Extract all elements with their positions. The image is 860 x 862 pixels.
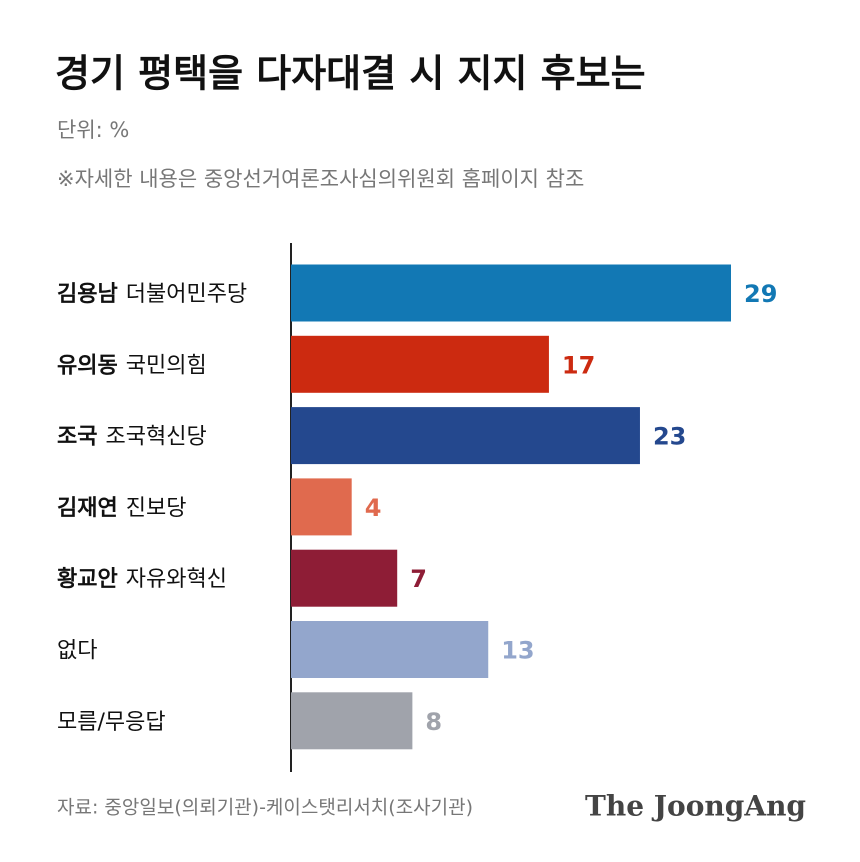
unit: 단위: % bbox=[57, 118, 129, 142]
party-name: 국민의힘 bbox=[126, 353, 207, 378]
value-label: 17 bbox=[562, 351, 595, 379]
bar bbox=[291, 407, 640, 465]
party-name: 조국혁신당 bbox=[105, 425, 206, 450]
candidate-name: 유의동 bbox=[57, 353, 118, 378]
value-label: 7 bbox=[410, 565, 427, 593]
value-label: 8 bbox=[425, 708, 442, 736]
party-name: 자유와혁신 bbox=[126, 567, 227, 592]
category-label: 김재연 진보당 bbox=[57, 496, 186, 521]
candidate-name: 김재연 bbox=[57, 496, 118, 521]
category-label: 조국 조국혁신당 bbox=[57, 425, 207, 450]
candidate-name: 조국 bbox=[57, 425, 97, 450]
party-name: 더불어민주당 bbox=[126, 282, 247, 307]
candidate-name: 없다 bbox=[57, 639, 97, 664]
category-label: 모름/무응답 bbox=[57, 710, 166, 735]
value-label: 4 bbox=[365, 494, 382, 522]
party-name: 진보당 bbox=[126, 496, 187, 521]
brand-logo: The JoongAng bbox=[585, 790, 806, 823]
candidate-name: 황교안 bbox=[57, 567, 118, 592]
category-label: 김용남 더불어민주당 bbox=[57, 282, 247, 307]
candidate-name: 김용남 bbox=[57, 282, 118, 307]
bar bbox=[291, 478, 352, 536]
category-label: 황교안 자유와혁신 bbox=[57, 567, 227, 592]
chart-title: 경기 평택을 다자대결 시 지지 후보는 bbox=[55, 52, 646, 96]
value-label: 23 bbox=[653, 423, 686, 451]
category-label: 유의동 국민의힘 bbox=[57, 353, 207, 378]
note: ※자세한 내용은 중앙선거여론조사심의위원회 홈페이지 참조 bbox=[57, 167, 584, 191]
candidate-name: 모름/무응답 bbox=[57, 710, 166, 735]
bar bbox=[291, 692, 413, 750]
value-label: 29 bbox=[744, 280, 777, 308]
value-label: 13 bbox=[501, 637, 534, 665]
bar bbox=[291, 264, 731, 322]
bar bbox=[291, 549, 398, 607]
source: 자료: 중앙일보(의뢰기관)-케이스탯리서치(조사기관) bbox=[57, 797, 473, 819]
bar bbox=[291, 621, 489, 678]
category-label: 없다 bbox=[57, 639, 97, 664]
bar bbox=[291, 335, 549, 393]
